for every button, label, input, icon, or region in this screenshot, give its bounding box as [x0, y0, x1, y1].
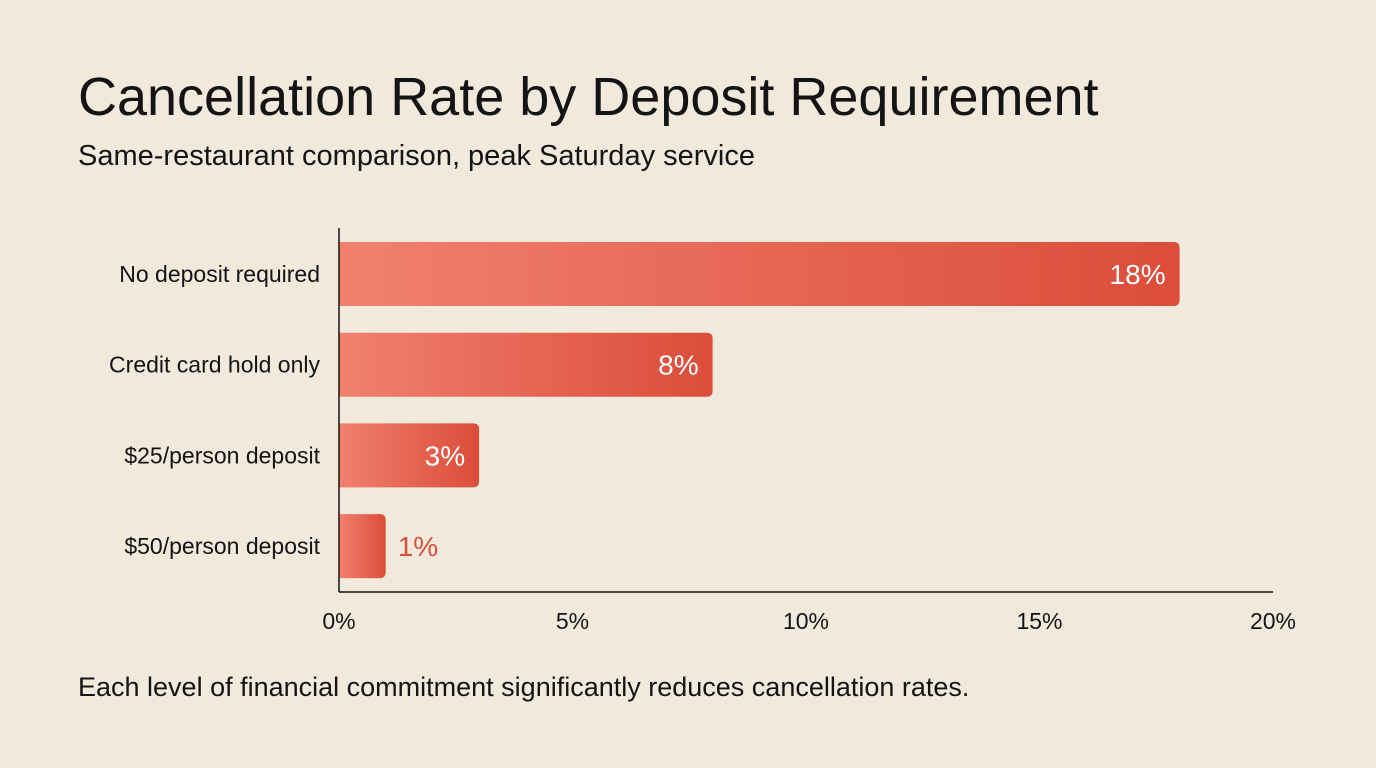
bar	[339, 242, 1180, 306]
data-label: 1%	[398, 531, 438, 562]
data-label: 3%	[425, 440, 465, 471]
x-tick-label: 5%	[556, 608, 589, 634]
category-label: No deposit required	[119, 261, 320, 287]
category-label: $50/person deposit	[124, 533, 320, 559]
category-label: Credit card hold only	[109, 352, 320, 378]
bar	[339, 423, 480, 488]
chart-subtitle: Same-restaurant comparison, peak Saturda…	[78, 140, 755, 172]
x-tick-label: 0%	[322, 608, 355, 634]
bar	[339, 332, 713, 397]
x-tick-label: 10%	[783, 608, 829, 634]
data-label: 18%	[1110, 259, 1166, 290]
chart-title: Cancellation Rate by Deposit Requirement	[78, 67, 1099, 127]
x-tick-label: 20%	[1250, 608, 1296, 634]
x-tick-label: 15%	[1016, 608, 1062, 634]
chart-footnote: Each level of financial commitment signi…	[78, 672, 970, 702]
data-label: 8%	[658, 350, 698, 381]
bar	[339, 514, 386, 579]
category-label: $25/person deposit	[124, 442, 320, 468]
